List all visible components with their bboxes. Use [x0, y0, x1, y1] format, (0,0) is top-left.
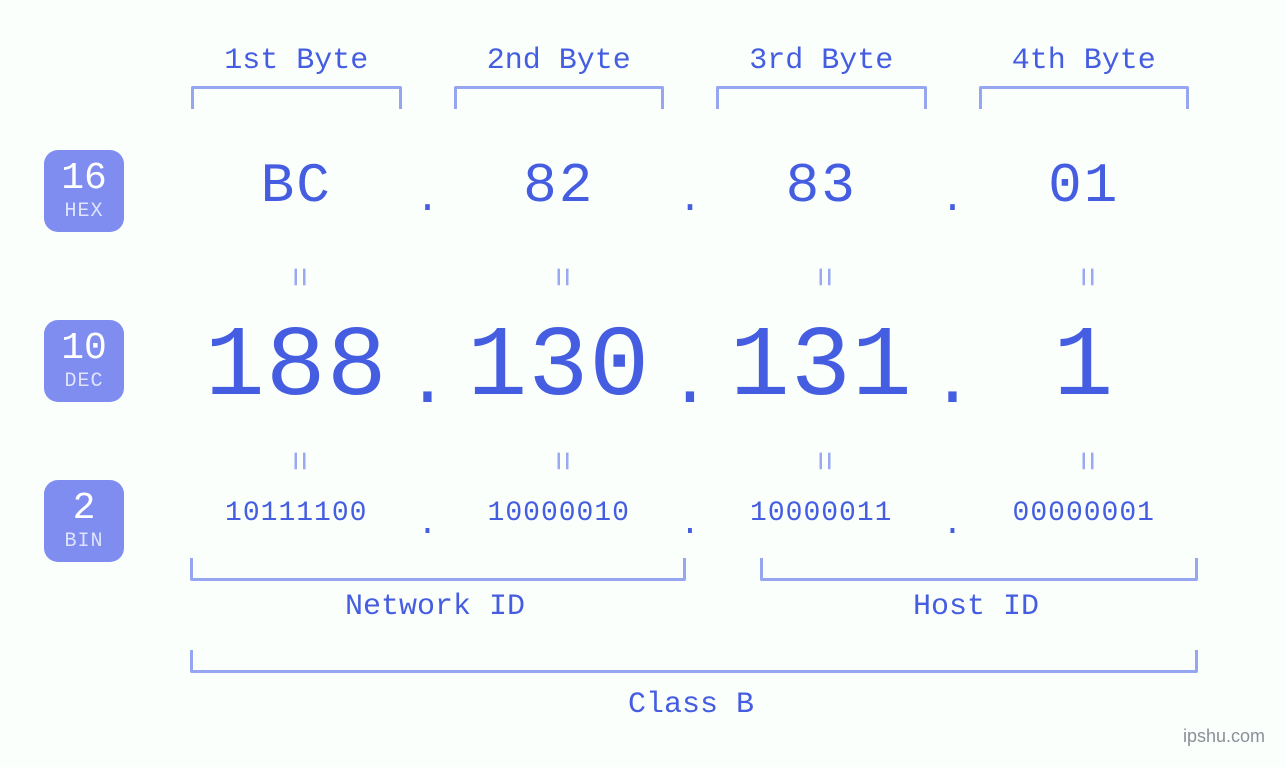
separator-1: . . .	[408, 0, 448, 560]
badge-hex: 16 HEX	[44, 150, 124, 232]
byte3-label: 3rd Byte	[710, 44, 933, 78]
badge-hex-lbl: HEX	[64, 202, 103, 222]
byte1-bin: 10111100	[185, 498, 408, 529]
byte3-eq-bot: =	[802, 350, 840, 573]
dot-dec-1: .	[406, 342, 449, 424]
badge-dec-num: 10	[61, 330, 107, 368]
byte-col-2: 2nd Byte 82 = 130 = 10000010	[448, 0, 671, 560]
dot-hex-1: .	[415, 178, 439, 223]
byte2-eq-bot: =	[540, 350, 578, 573]
separator-3: . . .	[933, 0, 973, 560]
class-label: Class B	[190, 688, 1192, 722]
dot-bin-1: .	[417, 506, 437, 544]
dot-hex-2: .	[678, 178, 702, 223]
byte2-bracket	[454, 86, 665, 109]
byte2-bin: 10000010	[448, 498, 671, 529]
dot-dec-2: .	[668, 342, 711, 424]
network-id-label: Network ID	[190, 590, 680, 624]
badge-bin-num: 2	[73, 490, 96, 528]
byte2-label: 2nd Byte	[448, 44, 671, 78]
dot-hex-3: .	[940, 178, 964, 223]
badge-bin: 2 BIN	[44, 480, 124, 562]
network-id-bracket	[190, 558, 686, 581]
byte4-bin: 00000001	[973, 498, 1196, 529]
dot-bin-3: .	[942, 506, 962, 544]
byte1-label: 1st Byte	[185, 44, 408, 78]
byte4-bracket	[979, 86, 1190, 109]
byte-col-3: 3rd Byte 83 = 131 = 10000011	[710, 0, 933, 560]
separator-2: . . .	[670, 0, 710, 560]
dot-bin-2: .	[680, 506, 700, 544]
byte4-label: 4th Byte	[973, 44, 1196, 78]
host-id-bracket	[760, 558, 1198, 581]
watermark: ipshu.com	[1183, 726, 1265, 747]
byte-col-4: 4th Byte 01 = 1 = 00000001	[973, 0, 1196, 560]
byte3-bracket	[716, 86, 927, 109]
badge-dec: 10 DEC	[44, 320, 124, 402]
byte4-eq-bot: =	[1065, 350, 1103, 573]
byte1-bracket	[191, 86, 402, 109]
byte-columns: 1st Byte BC = 188 = 10111100 . . . 2nd B…	[185, 0, 1195, 560]
badge-hex-num: 16	[61, 160, 107, 198]
badge-bin-lbl: BIN	[64, 532, 103, 552]
byte3-bin: 10000011	[710, 498, 933, 529]
host-id-label: Host ID	[760, 590, 1192, 624]
class-bracket	[190, 650, 1198, 673]
dot-dec-3: .	[931, 342, 974, 424]
badge-dec-lbl: DEC	[64, 372, 103, 392]
byte1-eq-bot: =	[277, 350, 315, 573]
byte-col-1: 1st Byte BC = 188 = 10111100	[185, 0, 408, 560]
